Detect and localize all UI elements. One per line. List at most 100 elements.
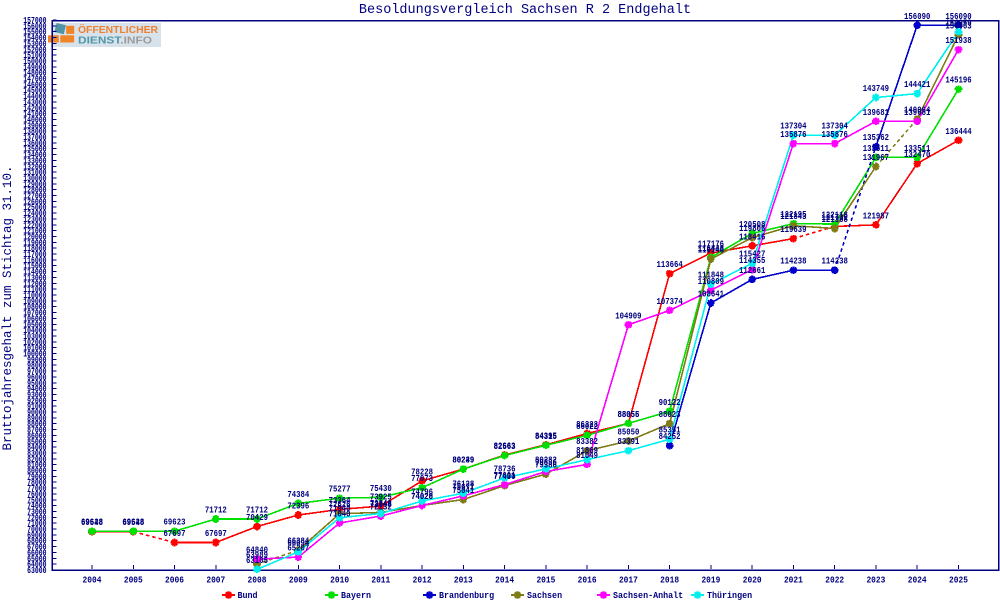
svg-text:Sachsen-Anhalt: Sachsen-Anhalt (613, 591, 683, 600)
svg-text:64000: 64000 (27, 560, 46, 571)
svg-text:97000: 97000 (27, 367, 46, 378)
svg-text:90122: 90122 (659, 397, 681, 408)
svg-text:84000: 84000 (27, 443, 46, 454)
svg-text:64840: 64840 (246, 545, 268, 556)
svg-text:107374: 107374 (656, 296, 682, 307)
svg-text:71000: 71000 (27, 519, 46, 530)
svg-text:121368: 121368 (822, 214, 848, 225)
svg-text:114000: 114000 (23, 268, 46, 279)
svg-text:92000: 92000 (27, 396, 46, 407)
svg-text:127000: 127000 (23, 191, 46, 202)
svg-text:153000: 153000 (23, 39, 46, 50)
svg-text:66000: 66000 (27, 548, 46, 559)
svg-text:93000: 93000 (27, 390, 46, 401)
svg-text:79836: 79836 (535, 457, 557, 468)
svg-text:112000: 112000 (23, 279, 46, 290)
svg-text:82000: 82000 (27, 455, 46, 466)
svg-text:2019: 2019 (701, 575, 720, 586)
svg-text:87000: 87000 (27, 426, 46, 437)
svg-text:136000: 136000 (23, 139, 46, 150)
svg-text:71712: 71712 (246, 505, 268, 516)
svg-text:63000: 63000 (27, 566, 46, 577)
svg-text:76128: 76128 (452, 479, 474, 490)
svg-text:98000: 98000 (27, 361, 46, 372)
svg-text:155000: 155000 (23, 28, 46, 39)
svg-text:79000: 79000 (27, 472, 46, 483)
svg-text:65000: 65000 (27, 554, 46, 565)
svg-text:119000: 119000 (23, 238, 46, 249)
svg-text:139681: 139681 (863, 107, 889, 118)
svg-text:2004: 2004 (83, 575, 102, 586)
svg-text:81869: 81869 (576, 445, 598, 456)
svg-text:94000: 94000 (27, 385, 46, 396)
svg-text:120508: 120508 (739, 219, 765, 230)
svg-text:2012: 2012 (413, 575, 432, 586)
svg-text:89000: 89000 (27, 414, 46, 425)
svg-text:122118: 122118 (822, 210, 848, 221)
svg-text:144000: 144000 (23, 92, 46, 103)
svg-text:121732: 121732 (822, 212, 848, 223)
svg-text:78000: 78000 (27, 478, 46, 489)
svg-text:156090: 156090 (904, 11, 930, 22)
svg-text:2022: 2022 (825, 575, 844, 586)
svg-text:106000: 106000 (23, 314, 46, 325)
svg-text:111000: 111000 (23, 285, 46, 296)
svg-text:140000: 140000 (23, 115, 46, 126)
svg-text:134000: 134000 (23, 151, 46, 162)
svg-text:82563: 82563 (494, 441, 516, 452)
svg-text:2013: 2013 (454, 575, 473, 586)
svg-text:77000: 77000 (27, 484, 46, 495)
svg-text:143749: 143749 (863, 83, 889, 94)
svg-text:69628: 69628 (122, 517, 144, 528)
svg-text:77601: 77601 (494, 470, 516, 481)
svg-text:80282: 80282 (535, 455, 557, 466)
svg-text:2011: 2011 (371, 575, 390, 586)
svg-text:84252: 84252 (659, 431, 681, 442)
svg-text:154000: 154000 (23, 34, 46, 45)
svg-text:72396: 72396 (287, 501, 309, 512)
svg-text:108641: 108641 (698, 289, 724, 300)
svg-text:74028: 74028 (411, 491, 433, 502)
svg-text:126000: 126000 (23, 197, 46, 208)
svg-text:78228: 78228 (411, 467, 433, 478)
svg-text:2007: 2007 (206, 575, 225, 586)
svg-text:72000: 72000 (27, 513, 46, 524)
svg-text:139000: 139000 (23, 121, 46, 132)
svg-text:142000: 142000 (23, 104, 46, 115)
svg-text:73000: 73000 (27, 507, 46, 518)
svg-text:84395: 84395 (535, 430, 557, 441)
svg-text:85000: 85000 (27, 437, 46, 448)
svg-text:63105: 63105 (246, 555, 268, 566)
svg-text:108000: 108000 (23, 303, 46, 314)
svg-text:2018: 2018 (660, 575, 679, 586)
svg-text:71712: 71712 (205, 505, 227, 516)
svg-text:125000: 125000 (23, 203, 46, 214)
svg-text:2025: 2025 (949, 575, 968, 586)
svg-text:67697: 67697 (205, 528, 227, 539)
svg-text:110000: 110000 (23, 291, 46, 302)
svg-text:73925: 73925 (370, 492, 392, 503)
svg-text:71940: 71940 (329, 503, 351, 514)
svg-text:133511: 133511 (904, 143, 930, 154)
svg-text:2016: 2016 (578, 575, 597, 586)
svg-text:135876: 135876 (822, 129, 848, 140)
svg-text:132470: 132470 (904, 149, 930, 160)
svg-text:83000: 83000 (27, 449, 46, 460)
svg-text:75430: 75430 (370, 483, 392, 494)
svg-text:72626: 72626 (329, 499, 351, 510)
svg-text:110809: 110809 (698, 276, 724, 287)
svg-text:105000: 105000 (23, 320, 46, 331)
svg-text:86323: 86323 (576, 419, 598, 430)
svg-text:113000: 113000 (23, 273, 46, 284)
svg-text:102000: 102000 (23, 338, 46, 349)
svg-text:128000: 128000 (23, 186, 46, 197)
svg-text:90000: 90000 (27, 408, 46, 419)
svg-text:137000: 137000 (23, 133, 46, 144)
svg-text:114238: 114238 (822, 256, 848, 267)
svg-text:140064: 140064 (904, 105, 930, 116)
svg-text:121843: 121843 (780, 211, 806, 222)
svg-text:2014: 2014 (495, 575, 514, 586)
svg-text:77073: 77073 (411, 473, 433, 484)
svg-text:119806: 119806 (739, 223, 765, 234)
svg-text:118416: 118416 (739, 231, 765, 242)
